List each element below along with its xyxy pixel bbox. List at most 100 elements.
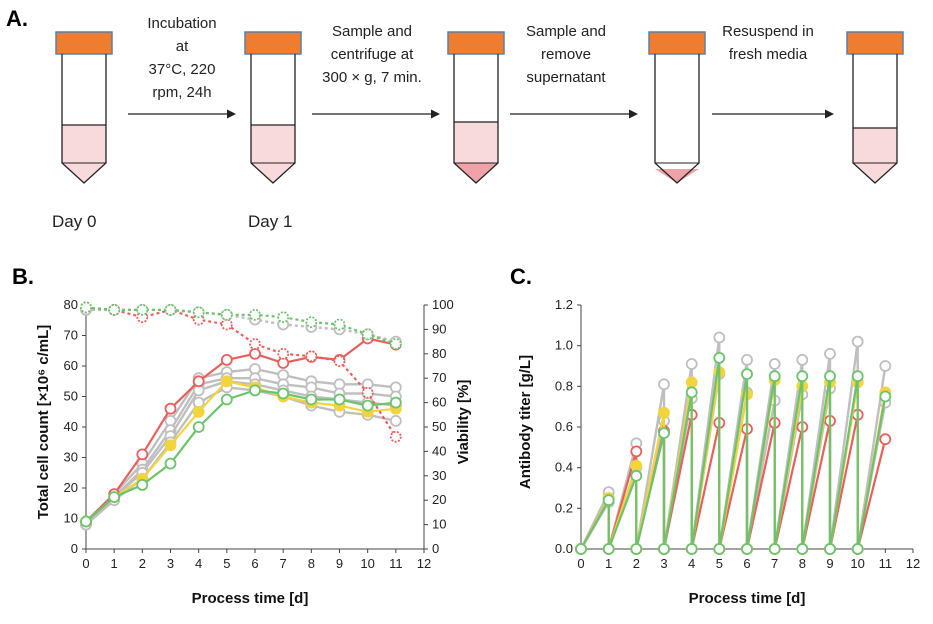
x-tick-label: 1 [605, 556, 612, 571]
y-tick-label: 0.4 [555, 460, 573, 475]
step-arrows [128, 109, 834, 119]
series-green-point [685, 543, 698, 555]
panel-b-label: B. [12, 264, 34, 289]
series-grey-mid-2-line [85, 380, 396, 526]
y-tick-label: 80 [64, 297, 78, 312]
series-yellow-point [164, 439, 177, 452]
y2-tick-label: 40 [432, 443, 446, 458]
y-tick-label: 0.2 [555, 500, 573, 515]
series-red-point [879, 433, 892, 446]
series-green-viability-point [333, 318, 346, 331]
tube-3-outline [453, 54, 499, 184]
tube-5-tip [853, 163, 897, 183]
series-green-viability-point [192, 306, 205, 319]
x-tick-label: 12 [417, 556, 431, 571]
x-tick-label: 10 [360, 556, 374, 571]
tube-2-tip [251, 163, 295, 183]
tube-1-tip [62, 163, 106, 183]
tube-3-cap [447, 31, 505, 55]
y2-tick-label: 60 [432, 395, 446, 410]
arrow-1-head [227, 109, 236, 119]
day-0-label: Day 0 [52, 212, 96, 231]
step-1-line-3: 37°C, 220 [149, 61, 216, 78]
series-green-point [741, 368, 753, 381]
step-2-line-2: centrifuge at [331, 46, 414, 63]
series-green-viability-point [389, 338, 402, 350]
step-2-line-1: Sample and [332, 23, 412, 40]
x-tick-label: 5 [223, 556, 230, 571]
series-grey-high-point [658, 378, 670, 391]
series-green-line [580, 357, 887, 550]
series-grey-high-point [879, 360, 892, 372]
series-red-point [192, 375, 205, 388]
tube-1-cap [55, 31, 113, 55]
tube-3-tip [454, 163, 498, 183]
tube-2-outline [250, 54, 296, 184]
y-tick-label: 30 [64, 450, 78, 465]
y2-tick-label: 50 [432, 419, 446, 434]
arrow-3-head [629, 109, 638, 119]
series-green-point [658, 543, 670, 555]
x-tick-label: 6 [743, 556, 750, 571]
series-red-viability-point [389, 430, 402, 443]
panel-c-label: C. [510, 264, 532, 289]
y-tick-label: 1.2 [555, 297, 573, 312]
y-tick-label: 0.0 [555, 541, 573, 556]
series-red-point [249, 347, 261, 360]
series-green-point [824, 370, 836, 383]
series-yellow-point [658, 406, 670, 419]
antibody-titer-chart: 0 1 2 3 4 5 6 7 8 9 10 11 120.00.20.40.60.81.01.2 [555, 297, 920, 571]
y-tick-label: 20 [64, 480, 78, 495]
tube-row [55, 31, 904, 184]
panel-a-label: A. [6, 6, 28, 31]
series-green-viability-point [136, 303, 149, 316]
y-tick-label: 60 [64, 358, 78, 373]
series-green-point [80, 515, 92, 528]
x-tick-label: 3 [660, 556, 667, 571]
series-grey-viability-line [86, 308, 397, 343]
series-green-viability-point [249, 308, 261, 321]
series-red-point [220, 353, 233, 366]
series-green-point [602, 494, 615, 507]
y2-tick-label: 90 [432, 321, 446, 336]
series-green-point [879, 390, 892, 403]
tube-2-cap [244, 31, 302, 55]
series-green-point [305, 393, 318, 406]
arrow-2-head [431, 109, 440, 119]
x-tick-label: 2 [633, 556, 640, 571]
series-green-point [851, 543, 864, 555]
y-tick-label: 70 [64, 328, 78, 343]
series-grey-high-point [824, 347, 836, 360]
step-labels: Incubation at 37°C, 220 rpm, 24h Sample … [147, 15, 813, 101]
y2-tick-label: 10 [432, 517, 446, 532]
series-green-point [713, 543, 726, 555]
y2-tick-label: 0 [432, 541, 439, 556]
series-green-point [164, 457, 177, 470]
series-yellow-point [220, 375, 233, 388]
series-red-viability-point [277, 347, 290, 360]
series-green-point [389, 396, 402, 409]
y2-tick-label: 100 [432, 297, 454, 312]
series-red-viability-point [333, 355, 346, 368]
y2-tick-label: 80 [432, 346, 446, 361]
y-tick-label: 10 [64, 511, 78, 526]
x-tick-label: 3 [167, 556, 174, 571]
series-green-point [768, 370, 781, 383]
cell-count-chart: 0 1 2 3 4 5 6 7 8 9 10 11 12010203040506070800102030… [64, 297, 454, 571]
series-green-point [630, 543, 643, 555]
series-green-point [768, 543, 781, 555]
series-green-viability-point [220, 308, 233, 321]
series-green-point [824, 543, 836, 555]
series-red-point [164, 402, 177, 415]
tube-1-outline [61, 54, 107, 184]
arrow-4-head [825, 109, 834, 119]
x-tick-label: 7 [280, 556, 287, 571]
tube-1-media [62, 125, 106, 163]
series-green-point [361, 399, 374, 412]
series-green-point [136, 478, 149, 491]
x-tick-label: 4 [195, 556, 202, 571]
series-green-point [741, 543, 753, 555]
series-red-point [136, 448, 149, 461]
series-grey-high-line [579, 337, 887, 550]
series-green-point [685, 386, 698, 399]
